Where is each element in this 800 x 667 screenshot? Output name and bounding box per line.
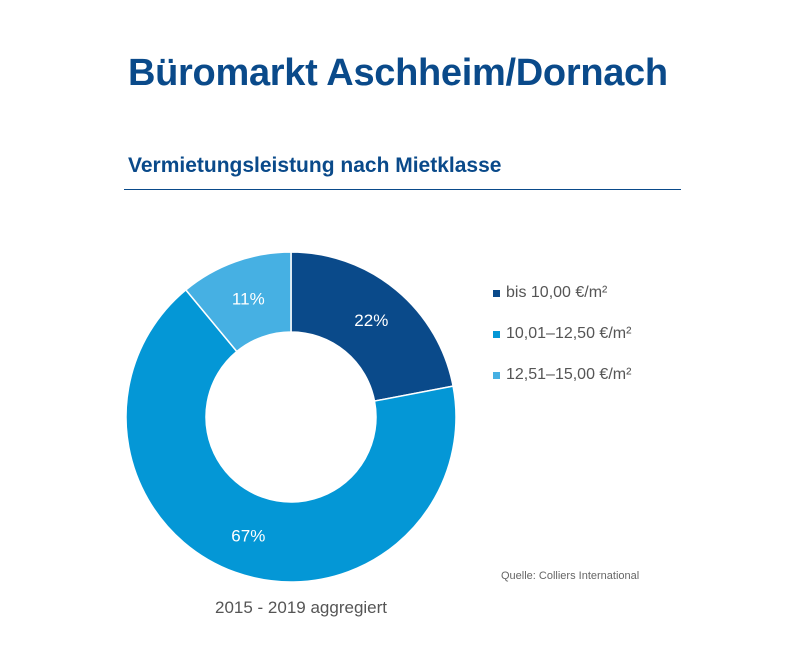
source-note: Quelle: Colliers International [501, 570, 640, 582]
legend-label: 12,51–15,00 €/m² [506, 366, 632, 383]
legend-label: bis 10,00 €/m² [506, 284, 608, 301]
donut-slice-2 [125, 288, 457, 583]
donut-slice-1 [290, 251, 454, 402]
chart-subtitle: Vermietungsleistung nach Mietklasse [128, 154, 502, 177]
legend-item-2: 10,01–12,50 €/m² [493, 321, 631, 347]
donut-slice-3 [184, 251, 292, 353]
slice-value-label-3: 11% [232, 289, 265, 308]
slice-value-label-1: 22% [354, 311, 388, 330]
legend-item-3: 12,51–15,00 €/m² [493, 362, 631, 388]
legend-swatch [493, 371, 500, 379]
legend-item-1: bis 10,00 €/m² [493, 280, 631, 306]
chart-legend: bis 10,00 €/m² 10,01–12,50 €/m² 12,51–15,0… [493, 280, 631, 403]
period-footnote: 2015 - 2019 aggregiert [215, 598, 388, 617]
legend-swatch [493, 289, 500, 297]
slice-value-label-2: 67% [231, 527, 265, 546]
page-title: Büromarkt Aschheim/Dornach [128, 52, 668, 94]
legend-label: 10,01–12,50 €/m² [506, 325, 632, 342]
legend-swatch [493, 330, 500, 338]
title-divider [124, 189, 681, 190]
